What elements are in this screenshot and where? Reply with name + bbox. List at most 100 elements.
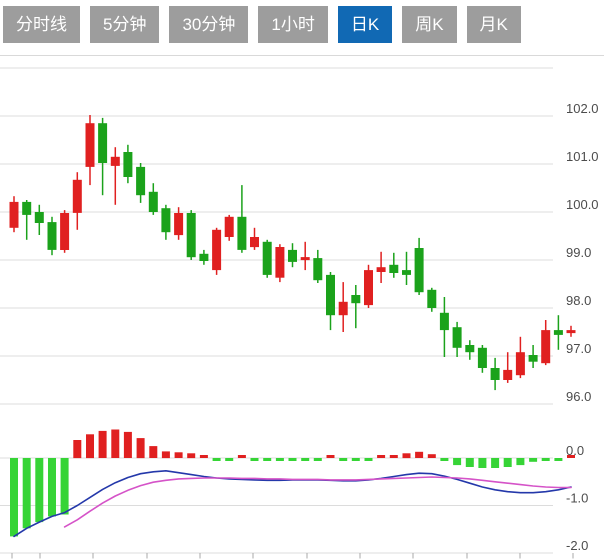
macd-bar — [377, 455, 386, 458]
candle — [515, 336, 525, 379]
candle — [250, 227, 259, 250]
candle-body — [212, 229, 222, 271]
tab-1hour[interactable]: 1小时 — [258, 6, 328, 43]
macd-bar — [351, 458, 360, 461]
candle-body — [123, 152, 133, 177]
candle — [427, 287, 437, 312]
candle — [376, 251, 386, 283]
tab-daily-k[interactable]: 日K — [337, 6, 393, 43]
tab-minute-line[interactable]: 分时线 — [3, 6, 80, 43]
macd-bar — [225, 458, 234, 461]
macd-bar — [60, 458, 69, 515]
candle — [288, 243, 297, 268]
candle-body — [136, 166, 146, 196]
candle-body — [326, 274, 335, 316]
candle — [237, 185, 247, 253]
macd-bar — [161, 451, 170, 459]
macd-histogram — [10, 429, 575, 537]
candle-body — [528, 355, 538, 362]
candle-body — [389, 264, 399, 273]
macd-bar — [389, 455, 398, 458]
candle — [212, 227, 222, 275]
candle — [186, 210, 196, 260]
macd-bar — [10, 458, 18, 537]
candle — [338, 282, 348, 332]
candle — [528, 345, 538, 368]
candle — [22, 200, 32, 240]
candle — [553, 315, 563, 350]
macd-bar — [250, 458, 259, 461]
macd-bar — [554, 458, 563, 461]
candle-body — [566, 330, 576, 334]
candle — [351, 285, 361, 329]
tab-weekly-k[interactable]: 周K — [402, 6, 457, 43]
macd-bar — [123, 431, 132, 458]
macd-bar — [35, 458, 44, 523]
candle — [123, 144, 133, 184]
macd-bar — [187, 453, 196, 459]
candle-body — [427, 289, 437, 308]
macd-bar — [465, 458, 474, 467]
tab-30min[interactable]: 30分钟 — [169, 6, 249, 43]
candle — [98, 117, 108, 196]
macd-bar — [98, 430, 107, 458]
candle — [465, 340, 475, 360]
candle — [148, 183, 158, 215]
candle — [541, 320, 551, 366]
candle-body — [22, 201, 32, 215]
candle-body — [186, 213, 196, 258]
price-axis-labels: 102.0 101.0 100.0 99.0 98.0 97.0 96.0 — [566, 101, 599, 404]
candle — [224, 214, 234, 241]
macd-bar — [301, 458, 310, 461]
candle — [300, 241, 310, 271]
macd-bar — [263, 458, 272, 461]
candle — [566, 325, 576, 337]
tab-5min[interactable]: 5分钟 — [90, 6, 160, 43]
price-axis-label: 98.0 — [566, 293, 591, 308]
tab-bar: 分时线 5分钟 30分钟 1小时 日K 周K 月K — [3, 6, 604, 43]
macd-bar — [453, 458, 462, 466]
candle-body — [515, 352, 525, 376]
candle-body — [402, 270, 411, 275]
candle-body — [199, 253, 209, 261]
macd-bar — [478, 458, 487, 468]
candle-body — [414, 248, 424, 293]
macd-bar — [326, 455, 335, 458]
candle-body — [275, 247, 285, 278]
candle — [389, 252, 399, 278]
price-axis-label: 100.0 — [566, 197, 599, 212]
macd-axis-label: 0.0 — [566, 443, 584, 458]
candle-body — [288, 249, 297, 262]
price-axis-label: 101.0 — [566, 149, 599, 164]
price-axis-label: 97.0 — [566, 341, 591, 356]
candle-body — [110, 156, 120, 166]
candle-body — [85, 123, 95, 167]
macd-bar — [73, 440, 82, 459]
macd-bar — [22, 458, 31, 529]
macd-bar — [199, 455, 208, 458]
candle — [490, 357, 500, 391]
macd-axis-labels: 0.0 -1.0 -2.0 — [566, 443, 588, 553]
candle-body — [376, 267, 386, 272]
macd-grid — [0, 457, 553, 554]
macd-bar — [541, 458, 550, 461]
candle-body — [60, 213, 70, 250]
candle — [9, 196, 19, 233]
macd-axis-label: -2.0 — [566, 538, 588, 553]
candle-body — [250, 237, 259, 248]
candle — [477, 345, 487, 373]
price-axis-label: 99.0 — [566, 245, 591, 260]
candle-body — [237, 216, 247, 250]
macd-bar — [427, 454, 436, 458]
macd-bar — [402, 453, 411, 459]
candle-body — [553, 330, 563, 335]
candle-body — [161, 208, 171, 233]
macd-bar — [212, 458, 221, 461]
candle — [402, 251, 411, 285]
candle — [174, 207, 184, 240]
candle — [326, 272, 335, 331]
tab-monthly-k[interactable]: 月K — [466, 6, 521, 43]
candle-body — [541, 330, 551, 364]
